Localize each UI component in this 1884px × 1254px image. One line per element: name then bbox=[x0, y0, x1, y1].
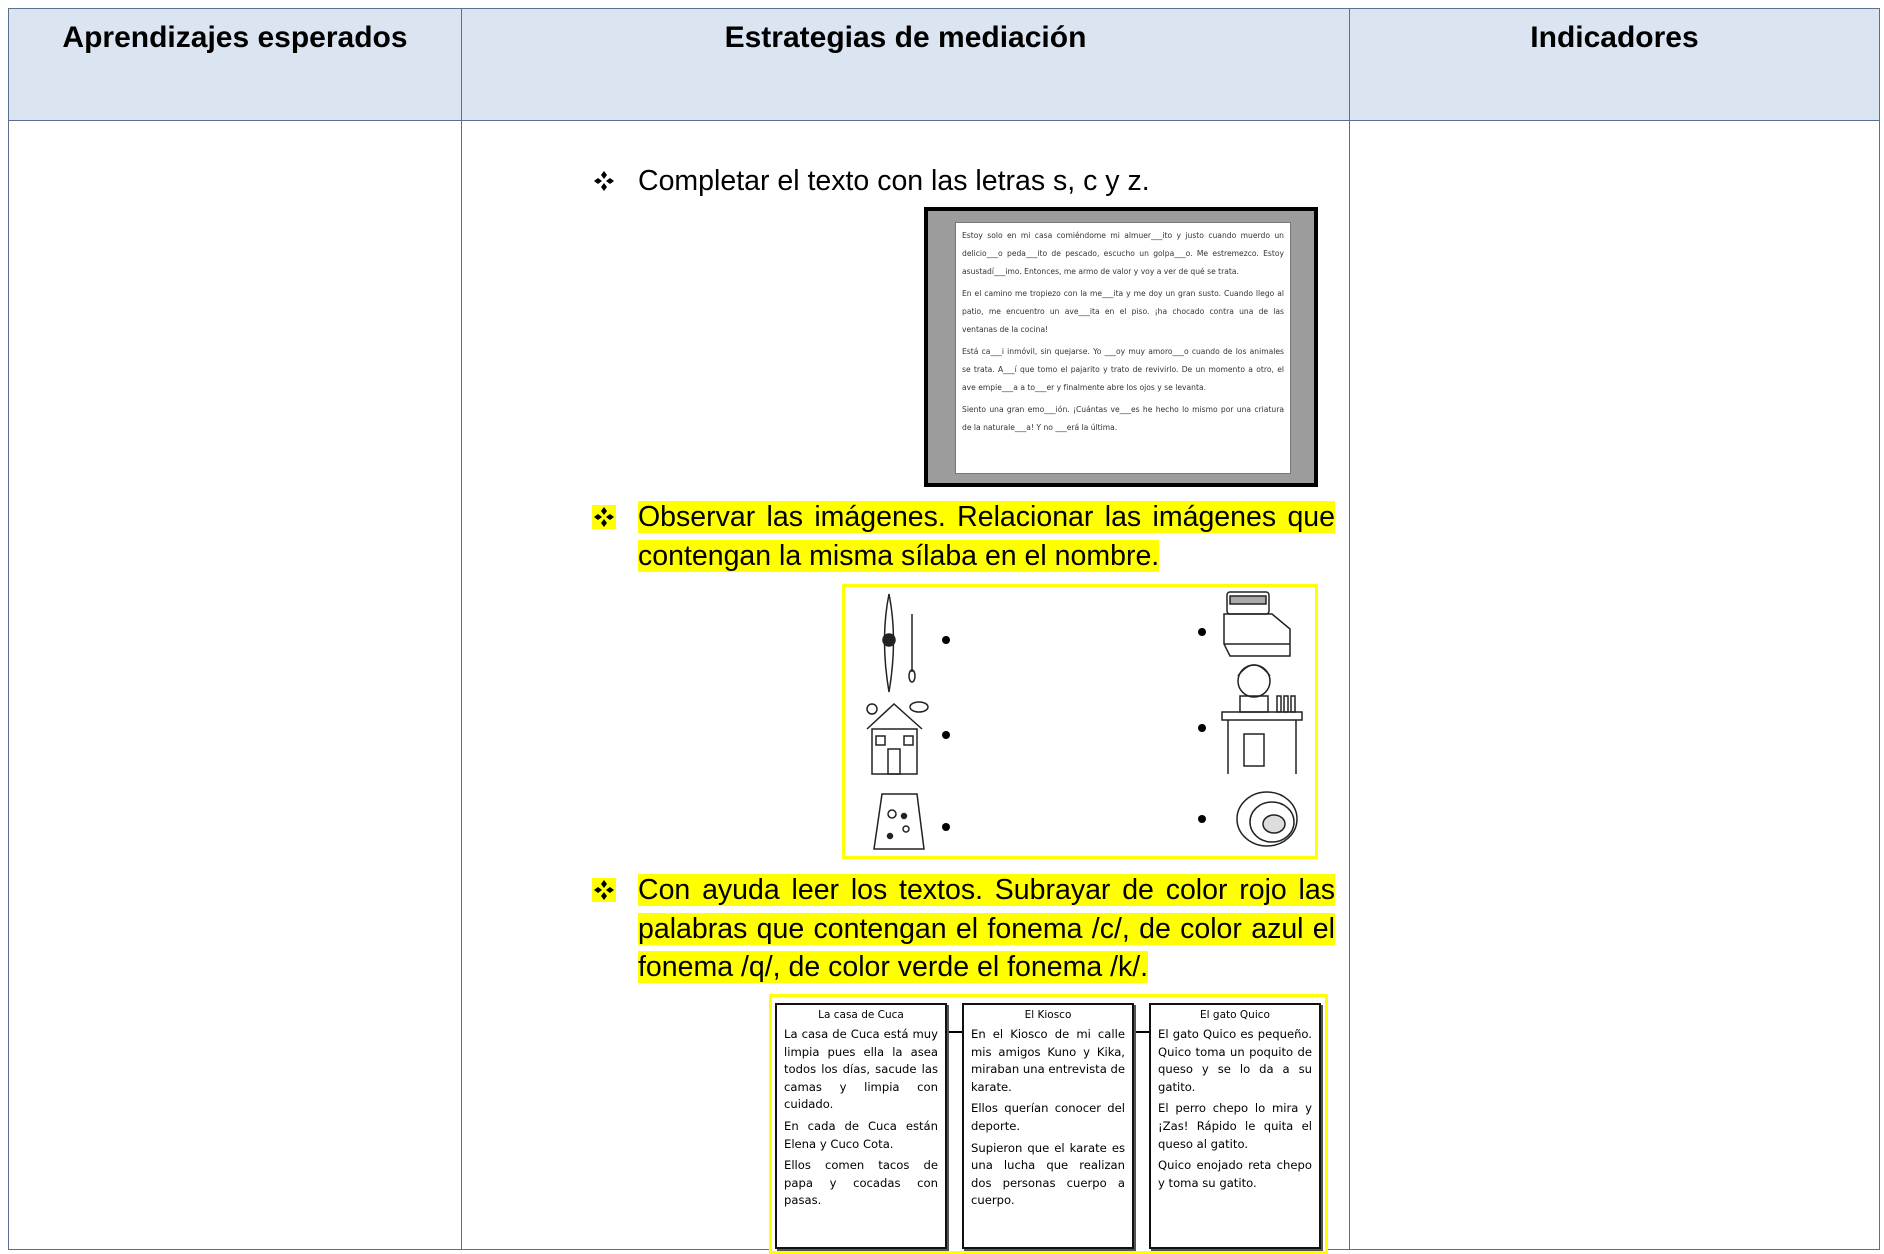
story-paragraph: Quico enojado reta chepo y toma su gatit… bbox=[1158, 1158, 1312, 1190]
story-box: La casa de Cuca La casa de Cuca está muy … bbox=[775, 1003, 947, 1249]
story-title: El gato Quico bbox=[1200, 1009, 1270, 1021]
story-box: El gato Quico El gato Quico es pequeño. Q… bbox=[1149, 1003, 1321, 1249]
stories-image: La casa de Cuca La casa de Cuca está muy … bbox=[769, 994, 1328, 1254]
worksheet-paper: Estoy solo en mi casa comiéndome mi almu… bbox=[955, 222, 1291, 474]
instruction: Completar el texto con las letras s, c y… bbox=[638, 162, 1335, 201]
story-title: La casa de Cuca bbox=[818, 1009, 904, 1021]
worksheet-image: Estoy solo en mi casa comiéndome mi almu… bbox=[924, 207, 1318, 487]
story-paragraph: En cada de Cuca están Elena y Cuco Cota. bbox=[784, 1118, 938, 1151]
worksheet-paragraph: En el camino me tropiezo con la me___ita… bbox=[962, 289, 1284, 334]
connector bbox=[1130, 1031, 1152, 1033]
instruction-text: Completar el texto con las letras s, c y… bbox=[638, 165, 1150, 197]
bullet bbox=[592, 878, 616, 902]
header-cell: Aprendizajes esperados bbox=[8, 8, 462, 121]
header-text: Estrategias de mediación bbox=[724, 21, 1087, 54]
worksheet-paragraph: Estoy solo en mi casa comiéndome mi almu… bbox=[962, 231, 1284, 276]
story-paragraph: La casa de Cuca está muy limpia pues ell… bbox=[784, 1027, 938, 1112]
story-title: El Kiosco bbox=[1024, 1009, 1072, 1021]
story-paragraph: El perro chepo lo mira y ¡Zas! Rápido le… bbox=[1158, 1101, 1312, 1151]
instruction-text: Observar las imágenes. Relacionar las im… bbox=[638, 501, 1335, 572]
story-box: El Kiosco En el Kiosco de mi calle mis am… bbox=[962, 1003, 1134, 1249]
worksheet-paragraph: Está ca___i inmóvil, sin quejarse. Yo __… bbox=[962, 347, 1284, 392]
bullet bbox=[592, 505, 616, 529]
connector bbox=[942, 1031, 964, 1033]
instruction: Con ayuda leer los textos. Subrayar de c… bbox=[638, 871, 1335, 987]
header-cell: Indicadores bbox=[1349, 8, 1880, 121]
body-cell bbox=[8, 120, 462, 1250]
story-paragraph: Supieron que el karate es una lucha que … bbox=[971, 1140, 1125, 1208]
instruction-text: Con ayuda leer los textos. Subrayar de c… bbox=[638, 874, 1335, 983]
header-text: Aprendizajes esperados bbox=[62, 21, 408, 54]
story-paragraph: El gato Quico es pequeño. Quico toma un … bbox=[1158, 1027, 1312, 1094]
body-cell bbox=[1349, 120, 1880, 1250]
story-paragraph: Ellos querían conocer del deporte. bbox=[971, 1101, 1125, 1133]
story-paragraph: Ellos comen tacos de papa y cocadas con … bbox=[784, 1158, 938, 1208]
header-text: Indicadores bbox=[1530, 21, 1699, 54]
bullet bbox=[594, 171, 614, 191]
matching-image bbox=[842, 584, 1318, 859]
header-cell: Estrategias de mediación bbox=[461, 8, 1350, 121]
instruction: Observar las imágenes. Relacionar las im… bbox=[638, 498, 1335, 575]
worksheet-paragraph: Siento una gran emo___ión. ¡Cuántas ve__… bbox=[962, 405, 1284, 432]
story-paragraph: En el Kiosco de mi calle mis amigos Kuno… bbox=[971, 1027, 1125, 1094]
